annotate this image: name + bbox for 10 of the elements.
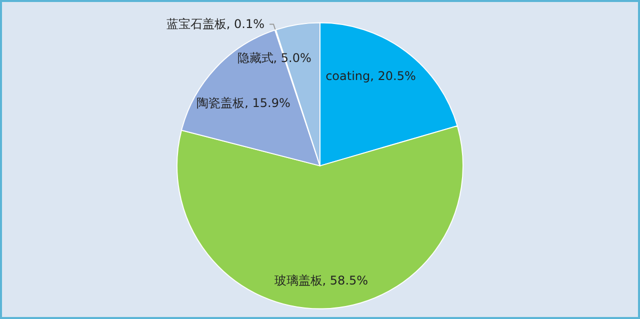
slice-label: coating — [326, 69, 370, 84]
slice-label: 隐藏式 — [237, 51, 274, 66]
slice-label: 蓝宝石盖板 — [166, 17, 226, 32]
data-label: , 15.9% — [244, 96, 290, 110]
data-label: , 5.0% — [273, 51, 312, 66]
data-label: , 58.5% — [322, 273, 368, 288]
slice-label: 陶瓷盖板 — [196, 96, 245, 110]
slice-label: 玻璃盖板 — [274, 273, 322, 288]
data-label: , 0.1% — [226, 17, 265, 32]
data-label: , 20.5% — [370, 69, 416, 84]
